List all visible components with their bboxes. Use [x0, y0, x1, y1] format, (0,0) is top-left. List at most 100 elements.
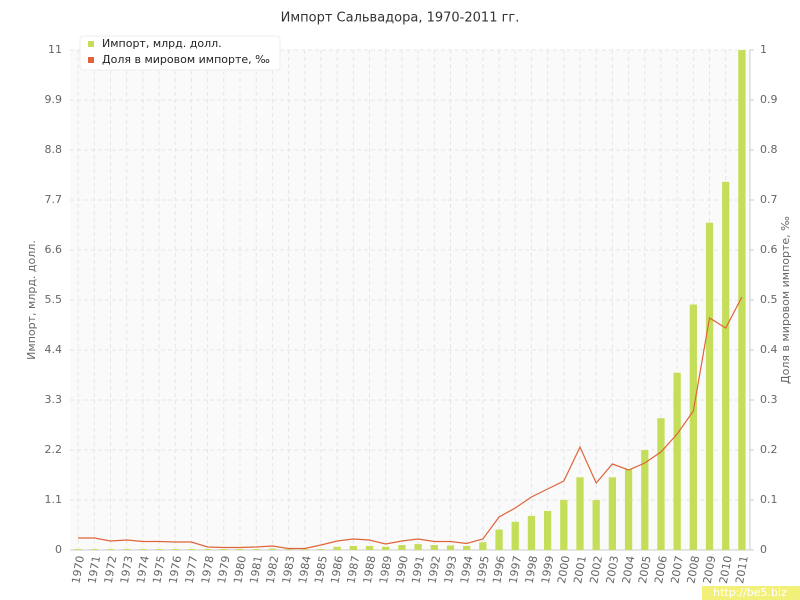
bar [576, 477, 584, 550]
x-tick-label: 1978 [199, 555, 217, 585]
x-tick-label: 1973 [118, 555, 136, 585]
x-tick-label: 1972 [102, 555, 120, 585]
bar [382, 546, 390, 550]
y2-tick-label: 0.5 [760, 293, 778, 306]
bar [673, 372, 681, 550]
legend-box [79, 35, 281, 71]
y2-tick-label: 0.7 [760, 193, 778, 206]
bar [446, 545, 455, 550]
bar [252, 549, 260, 550]
bar [171, 549, 179, 550]
watermark: http://be5.biz [713, 586, 787, 599]
bar [657, 418, 665, 550]
x-tick-label: 1974 [134, 555, 152, 585]
x-tick-label: 1971 [86, 555, 104, 585]
x-tick-label: 1982 [264, 555, 282, 585]
bar [301, 549, 309, 550]
x-tick-label: 1992 [426, 555, 444, 585]
bar [495, 529, 503, 550]
bar [349, 545, 357, 550]
y2-tick-label: 0 [760, 543, 767, 556]
bar [543, 510, 552, 550]
x-tick-label: 2010 [717, 555, 735, 585]
watermark-bg [702, 586, 800, 600]
bar [463, 545, 471, 550]
x-tick-label: 1980 [231, 555, 249, 585]
bar [641, 450, 649, 550]
x-tick-label: 1989 [377, 555, 395, 585]
x-tick-label: 1998 [523, 555, 541, 585]
y-tick-label: 1.1 [45, 493, 63, 506]
bar [317, 549, 325, 550]
x-tick-label: 1984 [296, 555, 314, 585]
bar [479, 542, 487, 550]
y-tick-label: 2.2 [45, 443, 63, 456]
y2-tick-label: 0.3 [760, 393, 778, 406]
x-tick-label: 2007 [668, 555, 686, 585]
x-tick-label: 2004 [620, 555, 638, 585]
x-tick-label: 1985 [312, 555, 330, 585]
x-tick-label: 2001 [571, 555, 589, 585]
x-tick-label: 1976 [166, 555, 184, 585]
x-tick-label: 2009 [701, 555, 719, 585]
x-tick-label: 2003 [604, 555, 622, 585]
bar [106, 549, 115, 550]
x-tick-label: 1999 [539, 555, 557, 585]
bar [74, 549, 82, 550]
bar [139, 549, 147, 550]
bar [236, 549, 244, 550]
legend-label: Доля в мировом импорте, ‰ [102, 53, 270, 66]
y-tick-label: 0 [55, 543, 62, 556]
bar [624, 469, 633, 550]
y-tick-label: 4.4 [45, 343, 63, 356]
x-tick-label: 1981 [247, 555, 265, 585]
x-tick-label: 1988 [361, 555, 379, 585]
y-axis-label: Импорт, млрд. долл. [25, 240, 38, 360]
bar [608, 477, 617, 550]
y2-tick-label: 0.2 [760, 443, 778, 456]
y-tick-label: 9.9 [45, 93, 63, 106]
bar [284, 549, 293, 550]
chart-title: Импорт Сальвадора, 1970-2011 гг. [281, 11, 520, 26]
y-tick-label: 6.6 [45, 243, 63, 256]
bar [90, 549, 98, 550]
x-tick-label: 2002 [587, 555, 605, 585]
x-tick-label: 1995 [474, 555, 492, 585]
bar [527, 515, 536, 550]
bar [268, 548, 277, 550]
y2-tick-label: 0.4 [760, 343, 778, 356]
bar [123, 549, 131, 550]
x-tick-label: 1991 [409, 555, 427, 585]
bar [414, 544, 422, 550]
bar [203, 549, 212, 550]
bar [333, 546, 341, 550]
x-tick-label: 1993 [442, 555, 460, 585]
bar [738, 50, 746, 550]
bar [722, 181, 730, 550]
y2-tick-label: 0.1 [760, 493, 778, 506]
x-tick-label: 1983 [280, 555, 298, 585]
bar [187, 549, 196, 550]
legend-label: Импорт, млрд. долл. [102, 37, 222, 50]
legend-swatch [88, 41, 94, 47]
x-tick-label: 1996 [490, 555, 508, 585]
bar [398, 545, 406, 550]
bar [220, 549, 228, 550]
x-tick-label: 2006 [652, 555, 670, 585]
legend: Импорт, млрд. долл. Доля в мировом импорт… [79, 35, 281, 71]
bar [705, 222, 714, 550]
bar [511, 521, 519, 550]
y2-tick-label: 0.8 [760, 143, 778, 156]
y2-axis-label: Доля в мировом импорте, ‰ [779, 216, 792, 384]
x-tick-label: 2005 [636, 555, 654, 585]
x-tick-label: 1994 [458, 555, 476, 585]
y-tick-label: 8.8 [45, 143, 63, 156]
x-tick-label: 1986 [328, 555, 346, 585]
x-tick-label: 1977 [183, 555, 201, 585]
bar [689, 304, 697, 550]
x-tick-label: 1997 [506, 555, 524, 585]
x-tick-label: 1979 [215, 555, 233, 585]
legend-swatch [88, 57, 94, 63]
bar [430, 545, 438, 550]
